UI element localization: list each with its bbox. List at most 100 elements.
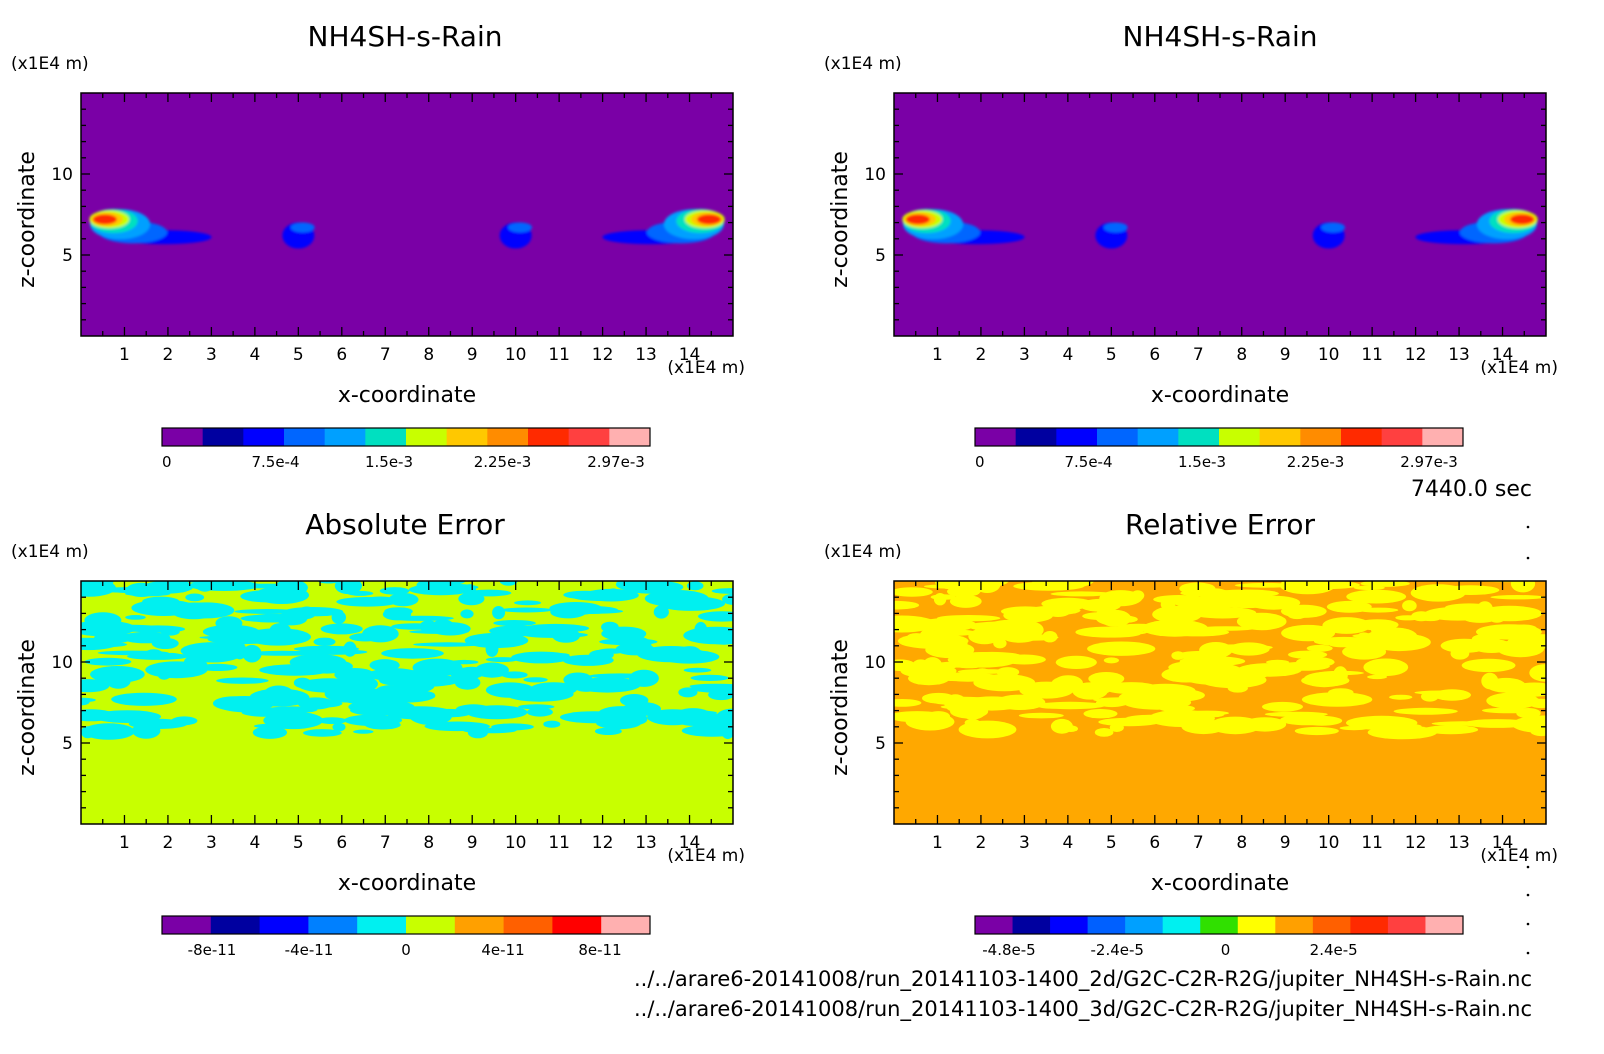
error-blob bbox=[1389, 694, 1413, 700]
error-blob bbox=[689, 683, 733, 689]
rain-cell bbox=[1095, 222, 1128, 249]
y-tick-label: 10 bbox=[51, 165, 73, 185]
error-blob bbox=[1303, 672, 1346, 688]
error-blob bbox=[610, 709, 626, 718]
x-tick-label: 10 bbox=[505, 833, 527, 853]
colorbar-label: 2.25e-3 bbox=[1287, 453, 1345, 471]
rain-core bbox=[905, 214, 930, 225]
error-blob bbox=[1288, 650, 1328, 659]
colorbar-swatch bbox=[210, 916, 261, 934]
error-blob bbox=[142, 596, 180, 607]
colorbar-swatch bbox=[308, 916, 358, 934]
error-blob bbox=[1356, 619, 1399, 631]
error-blob bbox=[1094, 728, 1114, 737]
error-blob bbox=[388, 593, 419, 607]
error-blob bbox=[215, 616, 243, 631]
error-blob bbox=[82, 723, 135, 740]
colorbar-swatch bbox=[259, 916, 309, 934]
error-blob bbox=[253, 723, 305, 729]
error-blob bbox=[894, 711, 947, 723]
error-blob bbox=[419, 620, 438, 633]
error-blob bbox=[365, 596, 395, 603]
error-blob bbox=[1530, 726, 1546, 737]
error-blob bbox=[274, 581, 308, 596]
error-blob bbox=[1360, 581, 1410, 587]
colorbar-swatch bbox=[1056, 428, 1098, 446]
x-tick-label: 4 bbox=[1062, 833, 1073, 853]
error-blob bbox=[1461, 658, 1516, 673]
error-blob bbox=[347, 590, 374, 596]
colorbar-label: 0 bbox=[401, 941, 411, 959]
error-blob bbox=[894, 587, 933, 597]
error-blob bbox=[1287, 611, 1307, 620]
x-tick-label: 13 bbox=[1448, 345, 1470, 365]
colorbar-swatch bbox=[357, 916, 407, 934]
x-axis-label: x-coordinate bbox=[1151, 383, 1289, 408]
rain-core bbox=[92, 214, 117, 225]
error-blob bbox=[458, 666, 485, 679]
x-tick-label: 6 bbox=[1149, 345, 1160, 365]
error-blob bbox=[1339, 726, 1369, 731]
error-blob bbox=[171, 581, 191, 593]
colorbar: 0 7.5e-4 1.5e-3 2.25e-3 2.97e-3 bbox=[161, 427, 651, 471]
error-blob bbox=[369, 659, 400, 672]
error-blob bbox=[332, 722, 346, 732]
error-blob bbox=[647, 709, 699, 726]
z-unit-label: (x1E4 m) bbox=[11, 54, 89, 74]
x-tick-label: 8 bbox=[1236, 345, 1247, 365]
colorbar-swatch bbox=[1125, 916, 1164, 934]
x-tick-label: 7 bbox=[1193, 345, 1204, 365]
x-tick-label: 7 bbox=[1193, 833, 1204, 853]
colorbar-label: -4.8e-5 bbox=[982, 941, 1035, 959]
x-tick-label: 1 bbox=[119, 833, 130, 853]
file-path-1: ../../arare6-20141008/run_20141103-1400_… bbox=[634, 967, 1532, 992]
colorbar-frame bbox=[161, 427, 651, 447]
error-blob bbox=[81, 679, 110, 693]
error-blob bbox=[1177, 599, 1202, 617]
error-blob bbox=[1294, 726, 1339, 736]
x-tick-label: 3 bbox=[206, 345, 217, 365]
y-tick-label: 5 bbox=[875, 246, 886, 266]
z-unit-label: (x1E4 m) bbox=[11, 542, 89, 562]
error-blob bbox=[897, 633, 969, 649]
error-blob bbox=[615, 581, 644, 590]
rain-cell bbox=[1415, 208, 1538, 245]
colorbar-swatch bbox=[1387, 916, 1426, 934]
error-blob bbox=[462, 727, 517, 734]
plot-field bbox=[894, 581, 1546, 824]
y-tick-label: 5 bbox=[875, 734, 886, 754]
colorbar-label: 1.5e-3 bbox=[365, 453, 413, 471]
rain-small bbox=[1103, 222, 1128, 233]
x-tick-label: 8 bbox=[1236, 833, 1247, 853]
error-blob bbox=[199, 635, 267, 640]
error-blob bbox=[653, 605, 669, 619]
error-blob bbox=[1490, 595, 1545, 600]
error-blob bbox=[1313, 636, 1375, 647]
error-blob bbox=[1075, 626, 1141, 638]
colorbar-swatch bbox=[1050, 916, 1089, 934]
colorbar-swatch bbox=[324, 428, 366, 446]
x-tick-label: 1 bbox=[932, 833, 943, 853]
x-axis-label: x-coordinate bbox=[1151, 871, 1289, 896]
colorbar: 0 7.5e-4 1.5e-3 2.25e-3 2.97e-3 bbox=[974, 427, 1464, 471]
error-blob bbox=[1032, 581, 1063, 586]
error-blob bbox=[1054, 581, 1095, 588]
error-blob bbox=[1440, 638, 1489, 653]
x-tick-label: 13 bbox=[635, 833, 657, 853]
chart-panel-1: NH4SH-s-Rain (x1E4 m) (x1E4 m) x-coordinate… bbox=[11, 20, 745, 471]
error-blob bbox=[178, 602, 235, 619]
x-tick-label: 9 bbox=[1280, 833, 1291, 853]
error-blob bbox=[894, 699, 922, 707]
colorbar-swatch bbox=[1381, 428, 1423, 446]
colorbar-swatch bbox=[1300, 428, 1342, 446]
chart-panel-2: NH4SH-s-Rain (x1E4 m) (x1E4 m) x-coordinate… bbox=[824, 20, 1558, 471]
error-blob bbox=[1171, 714, 1187, 722]
colorbar-swatch bbox=[1137, 428, 1179, 446]
error-blob bbox=[341, 693, 382, 705]
error-blob bbox=[1301, 692, 1373, 707]
error-blob bbox=[499, 581, 518, 586]
x-tick-label: 14 bbox=[679, 345, 701, 365]
error-blob bbox=[1146, 620, 1195, 635]
rain-small bbox=[508, 222, 533, 233]
colorbar-label: 2.25e-3 bbox=[474, 453, 532, 471]
